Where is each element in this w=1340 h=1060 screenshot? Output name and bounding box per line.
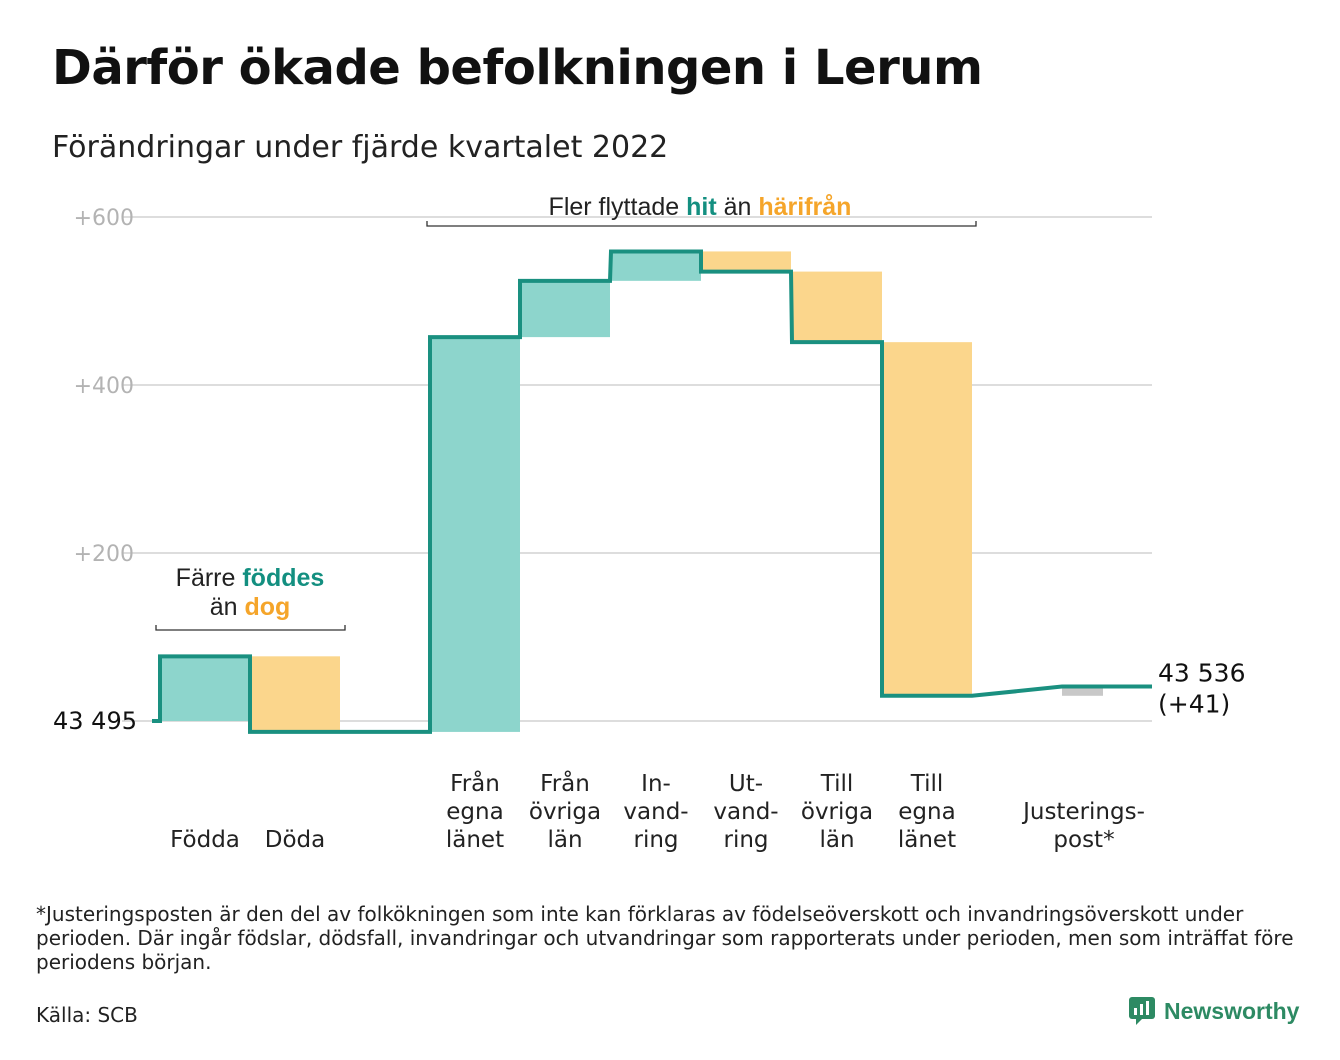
bars-layer	[160, 251, 1103, 732]
waterfall-bar	[882, 342, 972, 696]
annotation-part: härifrån	[758, 193, 851, 221]
waterfall-bar	[1062, 686, 1103, 696]
chart-subtitle: Förändringar under fjärde kvartalet 2022	[52, 130, 669, 165]
category-label: vand-	[623, 799, 688, 825]
newsworthy-logo-icon	[1129, 997, 1155, 1025]
category-label: Från	[540, 769, 590, 797]
line-layer	[152, 249, 1152, 734]
y-tick-label: +400	[74, 374, 134, 399]
grid-layer: +200 +400 +600	[74, 206, 1152, 722]
annotation-part: dog	[244, 593, 290, 621]
category-label: Justerings-	[1021, 799, 1145, 825]
category-label: ring	[723, 827, 768, 853]
migration-annotation: Fler flyttade hit än härifrån	[549, 193, 852, 221]
category-label: länet	[446, 827, 504, 853]
category-label: övriga	[801, 799, 873, 825]
annotation-part: än	[210, 593, 245, 621]
waterfall-bar	[160, 656, 250, 721]
annotation-part: Färre	[176, 564, 243, 592]
category-label: län	[547, 827, 582, 853]
category-label: egna	[898, 799, 955, 825]
footnote: *Justeringsposten är den del av folkökni…	[36, 902, 1294, 974]
source-note: Källa: SCB	[36, 1003, 138, 1027]
migration-bracket	[426, 221, 977, 227]
brand-name: Newsworthy	[1164, 997, 1300, 1024]
category-label: post*	[1053, 827, 1114, 853]
waterfall-bar	[792, 271, 882, 343]
waterfall-chart: +200 +400 +600 43 495 43 536(+41) Födda Döda F…	[53, 193, 1245, 853]
births-deaths-annotation-line2: än dog	[210, 593, 291, 621]
births-deaths-annotation-line1: Färre föddes	[176, 564, 325, 592]
category-label: Ut-	[729, 771, 763, 797]
start-value-label: 43 495	[53, 707, 137, 735]
category-label: länet	[898, 827, 956, 853]
y-tick-label: +200	[74, 542, 134, 567]
category-label: Till	[910, 771, 944, 797]
end-value-label: 43 536	[1158, 659, 1245, 688]
end-change-label: (+41)	[1158, 690, 1230, 719]
category-label: län	[819, 827, 854, 853]
category-label: vand-	[713, 799, 778, 825]
category-label: egna	[446, 799, 503, 825]
chart-title: Därför ökade befolkningen i Lerum	[52, 40, 983, 96]
category-label: ring	[633, 827, 678, 853]
category-label: Döda	[265, 827, 325, 853]
category-label: Från	[450, 769, 500, 797]
births-deaths-bracket	[155, 625, 346, 631]
waterfall-bar	[250, 656, 340, 732]
category-label: Födda	[170, 827, 240, 853]
y-tick-label: +600	[74, 206, 134, 231]
waterfall-bar	[520, 280, 610, 338]
annotation-part: föddes	[242, 564, 324, 592]
category-label: övriga	[529, 799, 601, 825]
waterfall-bar	[701, 251, 791, 272]
population-step-line	[152, 249, 1152, 734]
waterfall-bar	[430, 337, 520, 732]
category-label: In-	[641, 771, 671, 797]
brand: Newsworthy	[1128, 996, 1299, 1026]
waterfall-bar	[611, 251, 701, 281]
annotation-part: än	[717, 193, 759, 221]
annotation-part: Fler flyttade	[549, 193, 687, 221]
category-label: Till	[820, 771, 854, 797]
annotation-part: hit	[686, 193, 717, 221]
